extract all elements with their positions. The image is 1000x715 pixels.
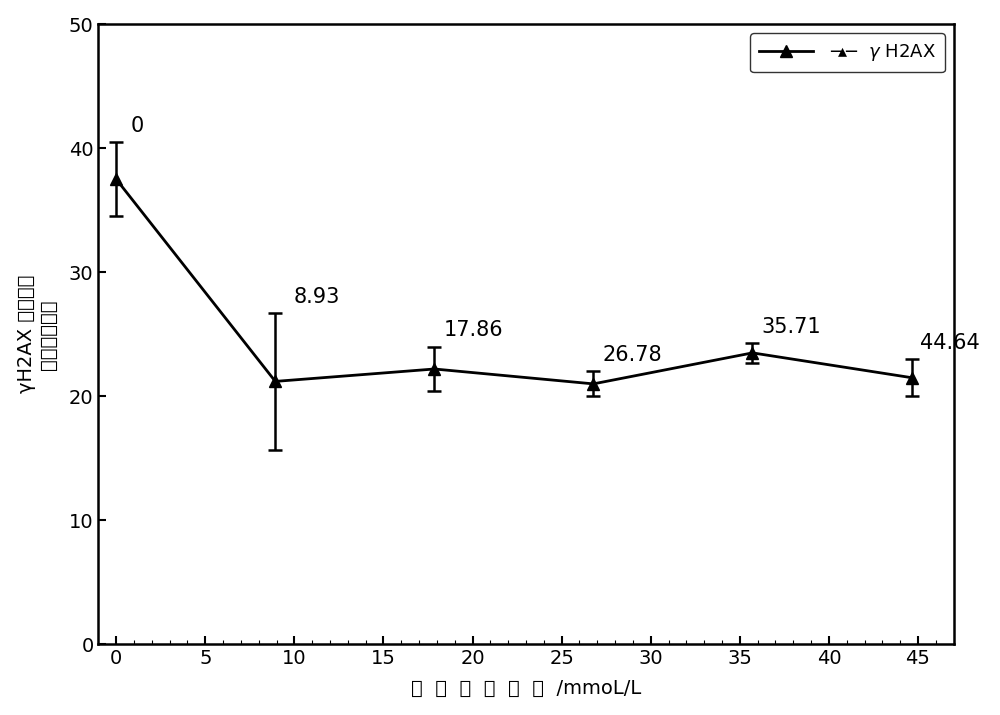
Text: 26.78: 26.78 xyxy=(602,345,662,365)
X-axis label: 一  氧  化  碳  浓  度  /mmoL/L: 一 氧 化 碳 浓 度 /mmoL/L xyxy=(411,679,641,699)
Text: 0: 0 xyxy=(130,116,144,136)
Text: 17.86: 17.86 xyxy=(443,320,503,340)
Y-axis label: γH2AX 荧光强度
（任意单位）: γH2AX 荧光强度 （任意单位） xyxy=(17,275,58,393)
Legend: $-\!\!\blacktriangle\!\!-\ \gamma$ H2AX: $-\!\!\blacktriangle\!\!-\ \gamma$ H2AX xyxy=(750,33,945,72)
Text: 8.93: 8.93 xyxy=(293,287,340,307)
Text: 44.64: 44.64 xyxy=(920,333,980,353)
Text: 35.71: 35.71 xyxy=(761,317,821,337)
